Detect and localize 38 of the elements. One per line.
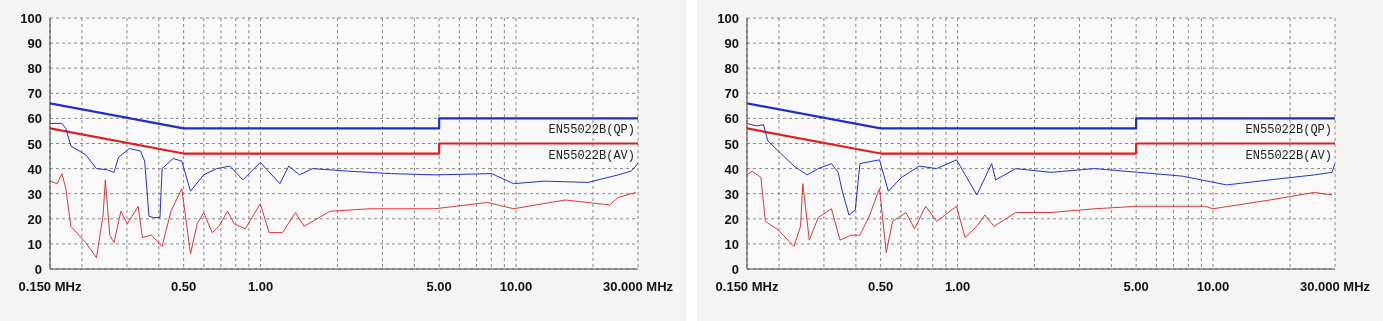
y-tick-label: 30 (27, 186, 42, 202)
y-tick-label: 100 (20, 11, 42, 26)
y-tick-label: 80 (27, 61, 42, 77)
y-tick-label: 40 (27, 161, 42, 177)
y-tick-label: 20 (27, 211, 42, 227)
y-tick-label: 10 (27, 236, 42, 252)
x-tick-label: 5.00 (426, 279, 452, 294)
y-tick-label: 60 (27, 111, 42, 127)
y-tick-label: 50 (724, 136, 739, 152)
series-label: EN55022B(QP) (548, 123, 635, 138)
y-tick-label: 0 (34, 262, 42, 277)
y-tick-label: 50 (27, 136, 42, 152)
x-tick-label: 30.000 MHz (1299, 279, 1371, 294)
y-tick-label: 40 (724, 161, 739, 177)
series-label: EN55022B(QP) (1245, 123, 1332, 138)
x-tick-label: 0.50 (170, 279, 197, 294)
series-label: EN55022B(AV) (1245, 148, 1332, 163)
y-tick-label: 80 (724, 61, 739, 77)
y-tick-label: 0 (731, 262, 739, 277)
x-tick-label: 1.00 (247, 279, 274, 294)
y-tick-label: 90 (27, 36, 42, 52)
x-tick-label: 10.00 (1196, 279, 1230, 294)
x-tick-label: 0.150 MHz (715, 279, 779, 294)
y-tick-label: 20 (724, 211, 739, 227)
x-tick-label: 0.150 MHz (18, 279, 82, 294)
y-tick-label: 30 (724, 186, 739, 202)
y-tick-label: 70 (724, 86, 739, 102)
y-tick-label: 10 (724, 236, 739, 252)
series-label: EN55022B(AV) (548, 148, 635, 163)
y-tick-label: 60 (724, 111, 739, 127)
x-tick-label: 5.00 (1123, 279, 1149, 294)
x-tick-label: 1.00 (944, 279, 971, 294)
y-tick-label: 70 (27, 86, 42, 102)
y-tick-label: 100 (717, 11, 739, 26)
x-tick-label: 10.00 (499, 279, 533, 294)
y-tick-label: 90 (724, 36, 739, 52)
x-tick-label: 30.000 MHz (602, 279, 674, 294)
x-tick-label: 0.50 (867, 279, 894, 294)
